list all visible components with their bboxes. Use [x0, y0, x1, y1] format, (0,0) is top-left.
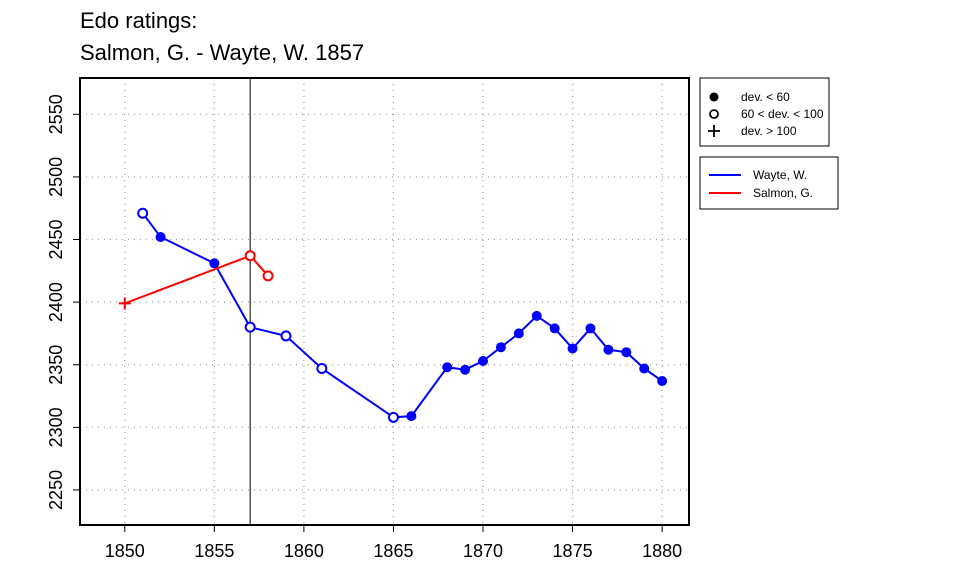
x-tick-label: 1870: [463, 541, 503, 561]
y-axis: 2250 2300 2350 2400 2450 2500 2550: [46, 94, 81, 510]
plot-frame: [79, 77, 690, 526]
legend-salmon-label: Salmon, G.: [753, 186, 813, 200]
y-tick-label: 2450: [46, 219, 66, 259]
deviation-legend: dev. < 60 60 < dev. < 100 dev. > 100: [699, 77, 830, 147]
y-tick-label: 2250: [46, 470, 66, 510]
data-point: [137, 207, 149, 219]
x-tick-label: 1855: [194, 541, 234, 561]
data-point: [280, 330, 292, 342]
data-point: [639, 363, 650, 374]
series-legend: Wayte, W. Salmon, G.: [699, 156, 839, 210]
series-wayte: [137, 207, 668, 423]
y-tick-label: 2400: [46, 282, 66, 322]
data-point: [549, 323, 560, 334]
y-tick-label: 2500: [46, 157, 66, 197]
data-point: [244, 250, 256, 262]
grid-layer: [80, 78, 689, 525]
y-tick-label: 2350: [46, 345, 66, 385]
data-point: [621, 347, 632, 358]
x-tick-label: 1860: [284, 541, 324, 561]
legend-dev-mid-label: 60 < dev. < 100: [741, 107, 824, 121]
data-point: [442, 362, 453, 373]
data-point: [495, 342, 506, 353]
filled-circle-icon: [709, 92, 719, 102]
data-point: [585, 323, 596, 334]
data-point: [460, 364, 471, 375]
data-point: [155, 232, 166, 243]
data-point: [603, 344, 614, 355]
data-point: [262, 270, 274, 282]
data-point: [657, 376, 668, 387]
data-point: [118, 297, 131, 310]
deviation-legend-box: [699, 77, 830, 147]
x-tick-label: 1880: [642, 541, 682, 561]
data-point: [531, 310, 542, 321]
legend-dev-low-label: dev. < 60: [741, 90, 790, 104]
chart-title: Edo ratings:: [80, 8, 198, 33]
series-layer: [118, 207, 668, 423]
data-point: [387, 411, 399, 423]
x-tick-label: 1875: [553, 541, 593, 561]
x-tick-label: 1865: [373, 541, 413, 561]
x-tick-label: 1850: [105, 541, 145, 561]
data-point: [244, 321, 256, 333]
series-line-salmon: [124, 254, 269, 305]
data-point: [513, 328, 524, 339]
x-axis: 1850 1855 1860 1865 1870 1875 1880: [105, 524, 682, 561]
plus-icon: [708, 125, 720, 137]
data-point: [316, 362, 328, 374]
series-line-wayte: [141, 212, 663, 419]
data-point: [209, 258, 220, 269]
y-tick-label: 2300: [46, 407, 66, 447]
chart-subtitle: Salmon, G. - Wayte, W. 1857: [80, 40, 365, 65]
legend-wayte-label: Wayte, W.: [753, 168, 807, 182]
data-point: [567, 343, 578, 354]
data-point: [478, 355, 489, 366]
legend-dev-high-label: dev. > 100: [741, 124, 797, 138]
y-tick-label: 2550: [46, 94, 66, 134]
data-point: [406, 411, 417, 422]
series-legend-box: [699, 156, 839, 210]
open-circle-icon: [709, 109, 719, 119]
series-salmon: [118, 250, 274, 310]
